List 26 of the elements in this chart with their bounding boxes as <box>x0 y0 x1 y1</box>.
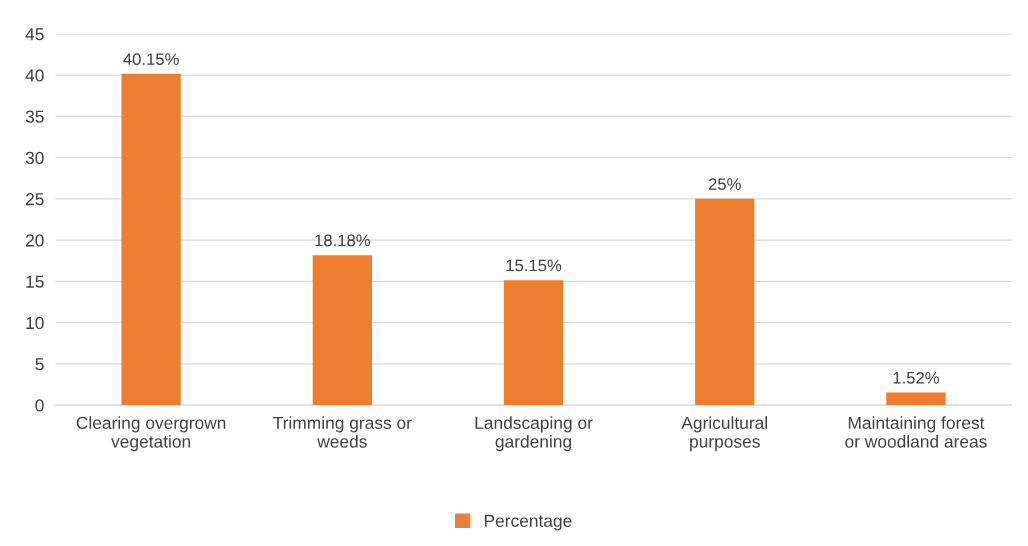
bar <box>503 280 564 406</box>
data-label: 25% <box>708 178 741 191</box>
x-tick-label: Landscaping or gardening <box>475 416 593 452</box>
bar <box>121 73 181 406</box>
y-tick-label: 35 <box>25 110 44 123</box>
x-tick-label: Agricultural purposes <box>681 416 767 452</box>
x-tick-label: Clearing overgrown vegetation <box>76 416 226 452</box>
data-label: 15.15% <box>506 259 562 272</box>
y-tick-label: 40 <box>25 69 44 82</box>
data-label: 1.52% <box>893 371 939 384</box>
y-tick-label: 45 <box>25 28 44 41</box>
y-tick-label: 30 <box>25 151 44 165</box>
bar <box>886 392 946 406</box>
bar <box>695 198 755 406</box>
y-tick-label: 25 <box>25 193 44 206</box>
bar <box>312 255 372 406</box>
data-label: 18.18% <box>315 234 370 247</box>
legend-label: Percentage <box>484 514 572 531</box>
y-tick-label: 10 <box>26 316 44 330</box>
x-tick-label: Trimming grass or weeds <box>273 416 412 448</box>
y-tick-label: 15 <box>26 275 44 288</box>
y-tick-label: 20 <box>25 234 44 247</box>
y-tick-label: 0 <box>35 399 44 412</box>
x-tick-label: Maintaining forest or woodland areas <box>845 416 987 448</box>
y-tick-label: 5 <box>35 358 44 371</box>
data-label: 40.15% <box>123 53 179 66</box>
